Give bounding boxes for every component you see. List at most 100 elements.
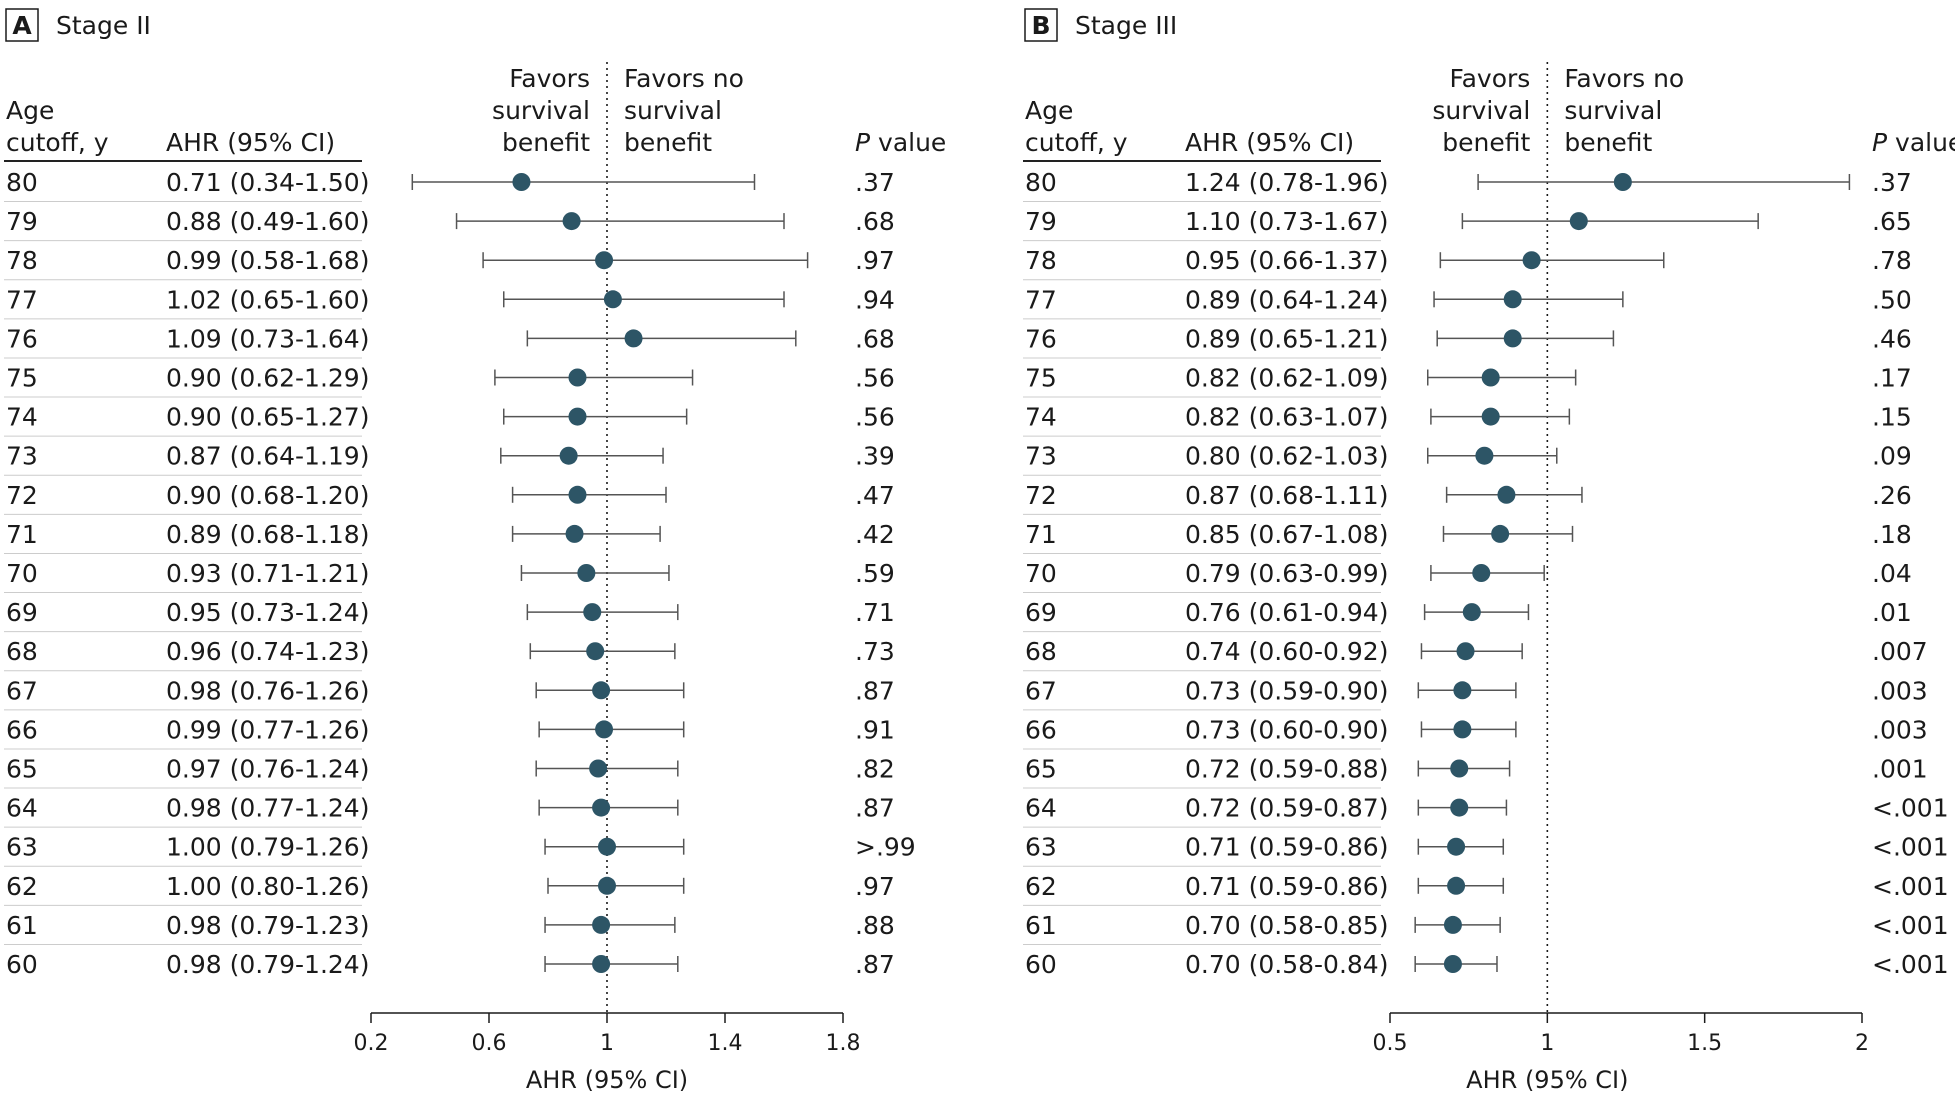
favors-no-benefit-label: Favors no	[624, 64, 744, 93]
x-axis-title: AHR (95% CI)	[1466, 1066, 1628, 1094]
p-value-cell: .47	[855, 481, 895, 510]
age-cell: 76	[6, 324, 38, 353]
table-row: 76 0.89 (0.65-1.21) .46	[1023, 324, 1912, 359]
table-row: 79 0.88 (0.49-1.60) .68	[4, 207, 895, 242]
p-value-cell: .68	[855, 207, 895, 236]
point-estimate	[1462, 603, 1481, 622]
p-value-cell: .56	[855, 403, 895, 432]
point-estimate	[592, 915, 611, 934]
p-value-cell: .65	[1872, 207, 1912, 236]
p-value-cell: .37	[1872, 168, 1912, 197]
p-value-cell: .73	[855, 637, 895, 666]
age-cell: 60	[6, 950, 38, 979]
age-cell: 70	[6, 559, 38, 588]
x-axis-title: AHR (95% CI)	[526, 1066, 688, 1094]
age-cell: 65	[6, 755, 38, 784]
table-row: 65 0.97 (0.76-1.24) .82	[4, 755, 895, 789]
table-row: 76 1.09 (0.73-1.64) .68	[4, 324, 895, 359]
table-row: 70 0.79 (0.63-0.99) .04	[1023, 559, 1912, 594]
age-cell: 75	[1025, 364, 1057, 393]
age-cell: 65	[1025, 755, 1057, 784]
ahr-cell: 0.71 (0.34-1.50)	[166, 168, 369, 197]
point-estimate	[562, 212, 581, 231]
favors-no-benefit-label: Favors no	[1564, 64, 1684, 93]
point-estimate	[1475, 446, 1494, 465]
ahr-cell: 0.95 (0.66-1.37)	[1185, 246, 1388, 275]
age-cell: 77	[1025, 285, 1057, 314]
favors-benefit-label: Favors	[1450, 64, 1531, 93]
table-row: 75 0.82 (0.62-1.09) .17	[1023, 364, 1912, 398]
ahr-cell: 0.90 (0.65-1.27)	[166, 403, 369, 432]
p-value-cell: .18	[1872, 520, 1912, 549]
p-value-header: P value	[1872, 128, 1955, 157]
p-value-cell: .003	[1872, 676, 1928, 705]
age-cell: 62	[6, 872, 38, 901]
favors-benefit-label: survival	[1432, 96, 1530, 125]
ahr-cell: 0.98 (0.76-1.26)	[166, 676, 369, 705]
p-value-cell: .007	[1872, 637, 1928, 666]
table-row: 72 0.90 (0.68-1.20) .47	[4, 481, 895, 515]
point-estimate	[589, 759, 608, 778]
age-cell: 64	[1025, 794, 1057, 823]
point-estimate	[595, 251, 614, 270]
point-estimate	[1522, 251, 1541, 270]
point-estimate	[583, 603, 602, 622]
panel-a: A Stage II Age cutoff, y AHR (95% CI) Favors s…	[4, 8, 946, 1094]
table-row: 77 0.89 (0.64-1.24) .50	[1023, 285, 1912, 320]
ahr-cell: 0.73 (0.59-0.90)	[1185, 676, 1388, 705]
p-value-cell: <.001	[1872, 833, 1949, 862]
age-header-line2: cutoff, y	[6, 128, 109, 157]
p-value-cell: <.001	[1872, 911, 1949, 940]
ahr-cell: 0.70 (0.58-0.84)	[1185, 950, 1388, 979]
panel-letter-box	[5, 8, 39, 42]
ahr-cell: 1.02 (0.65-1.60)	[166, 285, 369, 314]
age-cell: 78	[6, 246, 38, 275]
point-estimate	[568, 485, 587, 504]
point-estimate	[595, 720, 614, 739]
table-row: 61 0.98 (0.79-1.23) .88	[4, 911, 895, 945]
table-row: 68 0.74 (0.60-0.92) .007	[1023, 637, 1928, 672]
point-estimate	[592, 798, 611, 817]
ahr-header: AHR (95% CI)	[166, 128, 335, 157]
ahr-cell: 0.82 (0.62-1.09)	[1185, 364, 1388, 393]
table-row: 70 0.93 (0.71-1.21) .59	[4, 559, 895, 594]
p-value-cell: .88	[855, 911, 895, 940]
ahr-cell: 0.96 (0.74-1.23)	[166, 637, 369, 666]
age-cell: 77	[6, 285, 38, 314]
point-estimate	[1497, 485, 1516, 504]
p-value-cell: .17	[1872, 364, 1912, 393]
p-value-cell: .26	[1872, 481, 1912, 510]
p-value-cell: .97	[855, 246, 895, 275]
table-row: 60 0.70 (0.58-0.84) <.001	[1025, 950, 1949, 979]
p-value-cell: .50	[1872, 285, 1912, 314]
table-row: 69 0.76 (0.61-0.94) .01	[1023, 598, 1912, 633]
p-value-cell: .09	[1872, 442, 1912, 471]
p-italic: P	[855, 128, 871, 157]
p-value-cell: <.001	[1872, 950, 1949, 979]
panel-letter: B	[1031, 11, 1050, 40]
point-estimate	[1472, 564, 1491, 582]
x-tick-label: 1.8	[826, 1031, 861, 1056]
point-estimate	[1447, 876, 1466, 895]
table-row: 80 0.71 (0.34-1.50) .37	[4, 168, 895, 203]
p-value-cell: .04	[1872, 559, 1912, 588]
x-tick-label: 1	[1540, 1031, 1554, 1056]
point-estimate	[1503, 329, 1522, 348]
ahr-cell: 0.87 (0.68-1.11)	[1185, 481, 1388, 510]
point-estimate	[1447, 837, 1466, 856]
ahr-cell: 0.93 (0.71-1.21)	[166, 559, 369, 588]
ahr-cell: 0.76 (0.61-0.94)	[1185, 598, 1388, 627]
ahr-cell: 0.87 (0.64-1.19)	[166, 442, 369, 471]
ahr-cell: 0.80 (0.62-1.03)	[1185, 442, 1388, 471]
age-cell: 73	[1025, 442, 1057, 471]
table-row: 71 0.89 (0.68-1.18) .42	[4, 520, 895, 554]
point-estimate	[624, 329, 643, 348]
ahr-cell: 0.95 (0.73-1.24)	[166, 598, 369, 627]
point-estimate	[1450, 759, 1469, 778]
p-italic: P	[1872, 128, 1888, 157]
p-value-cell: .01	[1872, 598, 1912, 627]
age-cell: 74	[6, 403, 38, 432]
age-header-line1: Age	[6, 96, 54, 125]
point-estimate	[586, 642, 605, 661]
age-cell: 76	[1025, 324, 1057, 353]
